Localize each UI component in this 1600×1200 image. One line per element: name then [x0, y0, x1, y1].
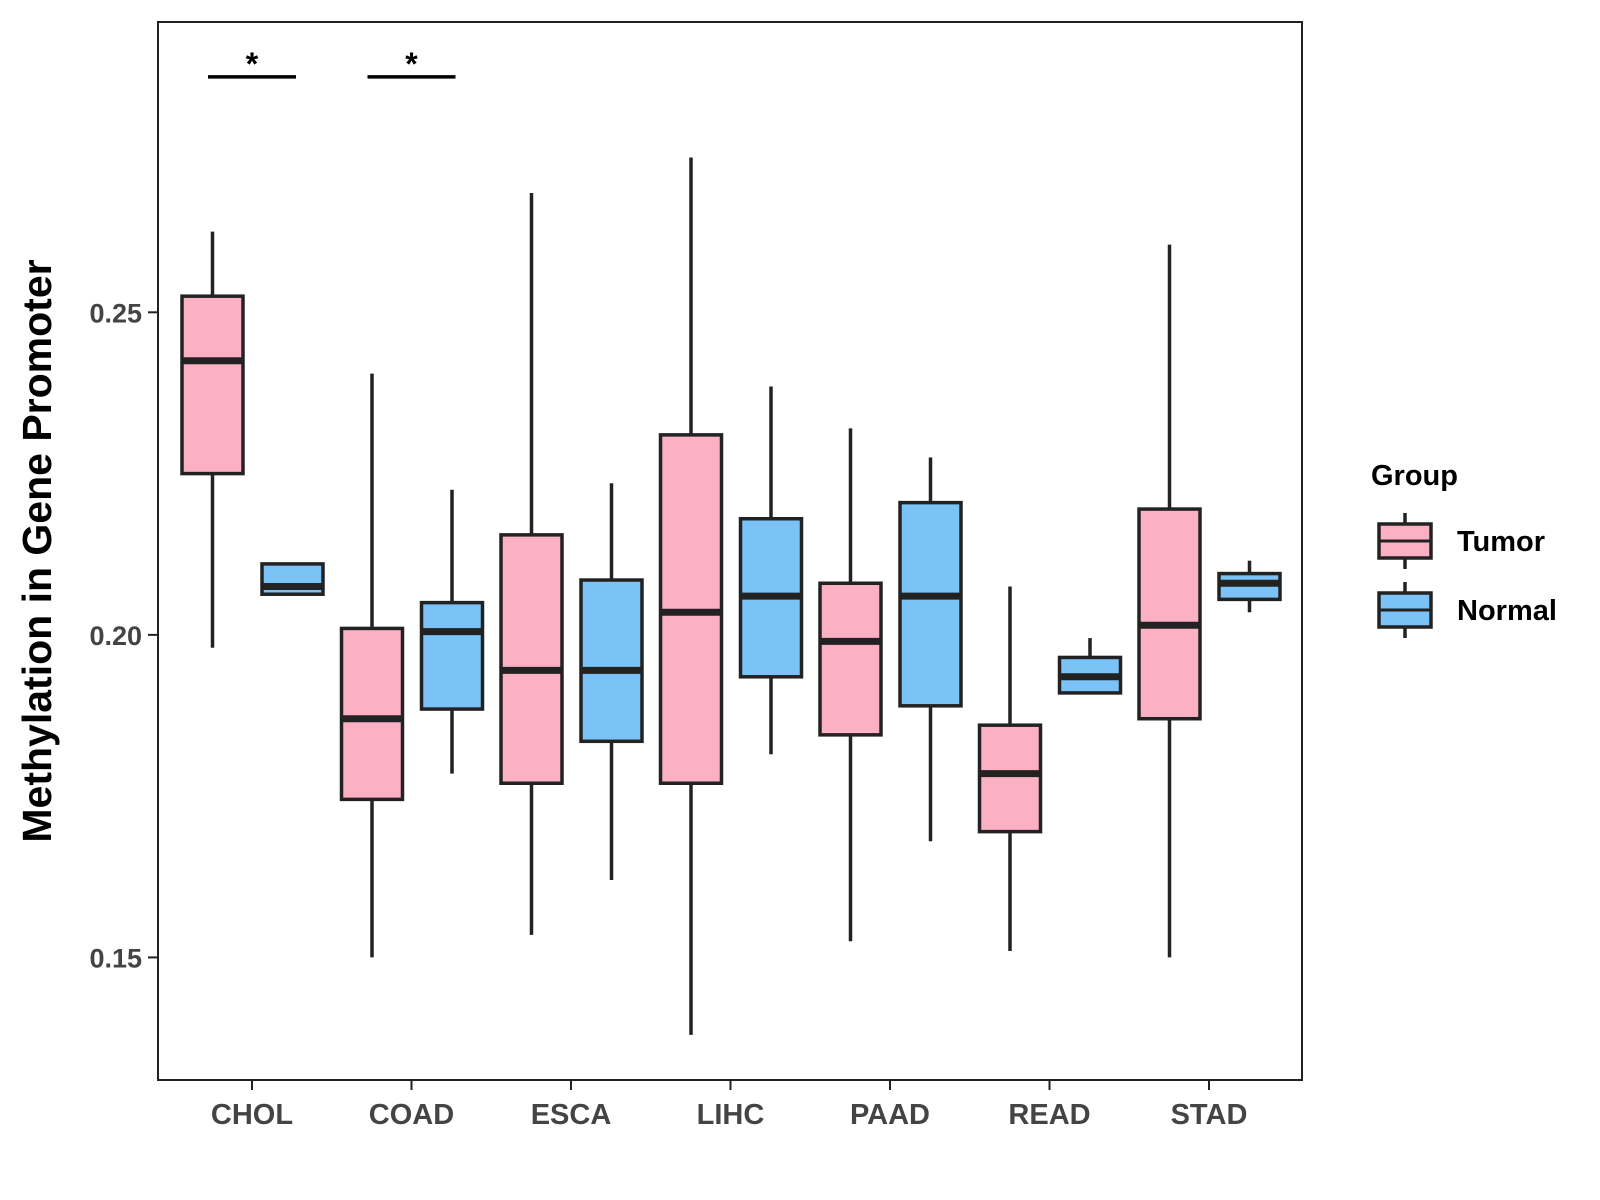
box-normal-esca	[579, 483, 644, 881]
x-tick-label-lihc: LIHC	[697, 1099, 765, 1131]
legend-item-tumor: Tumor	[1377, 513, 1545, 569]
x-tick-label-paad: PAAD	[850, 1099, 930, 1131]
box-body	[579, 578, 644, 744]
box-body	[818, 581, 883, 737]
box-body	[898, 500, 963, 708]
box-tumor-esca	[499, 192, 564, 935]
x-tick-label-coad: COAD	[369, 1099, 454, 1131]
box-normal-coad	[419, 489, 485, 774]
box-normal-lihc	[738, 386, 804, 755]
x-tick-label-chol: CHOL	[211, 1099, 293, 1131]
annotations-layer: * *	[208, 46, 456, 82]
box-body	[180, 294, 245, 476]
y-axis: 0.15 0.20 0.25	[89, 298, 158, 973]
box-tumor-paad	[818, 428, 883, 942]
box-tumor-coad	[339, 373, 405, 958]
x-tick-label-esca: ESCA	[531, 1099, 612, 1131]
box-tumor-lihc	[658, 157, 724, 1035]
y-tick-label: 0.20	[89, 621, 142, 651]
box-normal-paad	[898, 457, 963, 842]
box-tumor-chol	[180, 231, 245, 648]
box-body	[1137, 507, 1202, 721]
plot-panel	[157, 21, 1303, 1081]
box-normal-chol	[260, 562, 325, 596]
box-tumor-stad	[1137, 244, 1202, 958]
legend-label: Normal	[1457, 595, 1557, 627]
box-normal-read	[1057, 638, 1123, 695]
box-body	[419, 600, 485, 711]
boxes-layer	[180, 157, 1282, 1035]
y-axis-title: Methylation in Gene Promoter	[14, 259, 60, 842]
significance-star: *	[405, 46, 418, 82]
box-tumor-read	[977, 586, 1043, 951]
x-tick-label-stad: STAD	[1171, 1099, 1248, 1131]
legend-title: Group	[1371, 460, 1458, 492]
box-normal-stad	[1217, 560, 1282, 613]
legend: Group Tumor Normal	[1371, 460, 1557, 638]
box-body	[977, 723, 1043, 834]
box-body	[499, 533, 564, 785]
box-body	[339, 626, 405, 802]
y-tick-label: 0.15	[89, 943, 142, 973]
y-tick-label: 0.25	[89, 298, 142, 328]
x-axis: CHOL COAD ESCA LIHC PAAD READ STAD	[211, 1080, 1247, 1131]
significance-star: *	[246, 46, 259, 82]
x-tick-label-read: READ	[1008, 1099, 1090, 1131]
legend-label: Tumor	[1457, 526, 1545, 558]
legend-item-normal: Normal	[1377, 582, 1557, 638]
